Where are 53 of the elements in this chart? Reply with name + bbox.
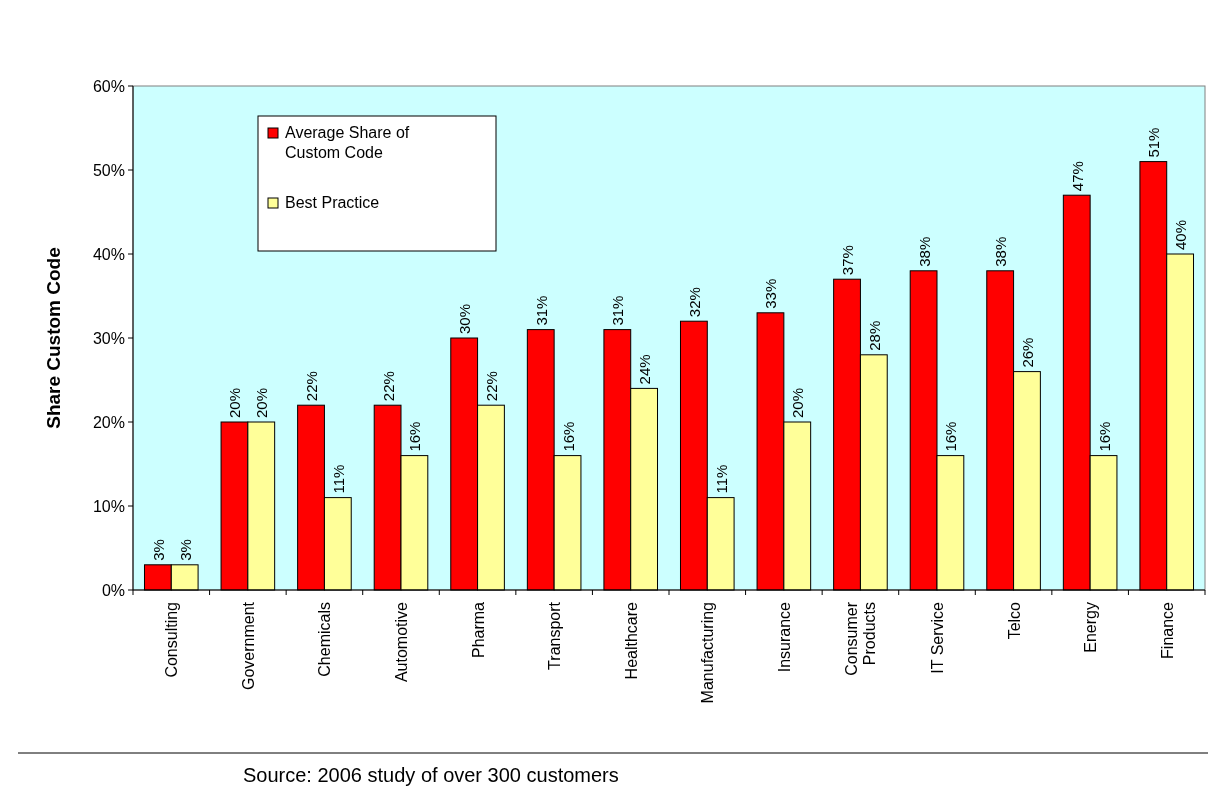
legend-label: Best Practice [285,194,380,211]
x-tick-label: Transport [546,601,564,670]
y-tick-label: 10% [92,497,125,515]
y-tick-label: 50% [92,161,125,179]
data-label: 32% [685,287,703,318]
data-label: 16% [942,421,960,452]
x-tick-label: Automotive [393,601,410,683]
data-label: 22% [379,371,397,402]
data-label: 47% [1068,161,1086,192]
y-tick-label: 60% [92,77,125,95]
x-tick-label: Energy [1082,602,1100,653]
y-axis-title: Share Custom Code [43,247,64,429]
x-tick-label: IT Service [929,601,946,674]
data-label: 20% [789,387,807,418]
data-label: 40% [1172,219,1190,250]
data-label: 22% [303,371,321,402]
x-tick-label: Consulting [163,602,181,678]
y-tick-label: 0% [101,581,125,599]
data-label: 31% [532,295,550,326]
source-note: Source: 2006 study of over 300 customers [243,764,619,786]
data-label: 22% [482,371,500,402]
x-tick-label: Manufacturing [699,602,717,704]
data-label: 37% [839,245,857,276]
x-tick-label: Insurance [775,601,793,673]
data-label: 33% [762,278,780,309]
data-label: 24% [636,354,654,385]
data-label: 16% [1095,421,1113,452]
data-label: 38% [915,236,933,267]
y-tick-label: 20% [92,413,125,431]
x-tick-label: Government [239,601,257,691]
data-label: 20% [226,387,244,418]
data-label: 20% [253,387,271,418]
data-label: 3% [176,539,194,561]
data-label: 16% [559,421,577,452]
data-label: 31% [609,295,627,326]
y-tick-label: 40% [92,245,125,263]
x-tick-label: Chemicals [316,602,334,677]
legend-label: Average Share of Custom Code [285,124,410,161]
data-label: 3% [149,539,167,561]
data-label: 26% [1018,337,1036,368]
x-tick-label: Pharma [469,601,487,659]
x-tick-label: Finance [1158,601,1176,659]
x-tick-label: Healthcare [622,601,640,680]
y-tick-label: 30% [92,329,125,347]
data-label: 16% [406,421,424,452]
data-label: 51% [1145,127,1163,158]
data-label: 38% [992,236,1010,267]
data-label: 11% [329,464,347,494]
x-tick-label: Consumer Products [843,601,879,676]
data-label: 28% [865,320,883,351]
data-label: 30% [456,303,474,334]
data-label: 11% [712,464,730,494]
x-tick-label: Telco [1005,601,1023,640]
